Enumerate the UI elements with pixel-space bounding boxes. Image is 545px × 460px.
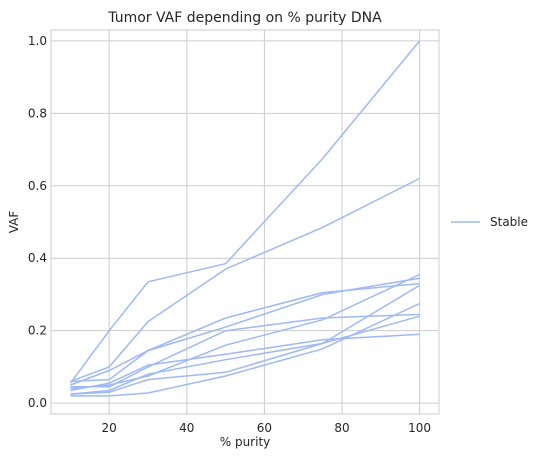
y-axis-title: VAF	[7, 211, 21, 234]
x-tick-label: 40	[179, 421, 194, 435]
series-line-10	[70, 302, 420, 397]
series-line-2	[70, 177, 420, 383]
grid	[51, 30, 439, 414]
y-tick-label: 0.2	[28, 324, 47, 338]
series-line-8	[70, 315, 420, 395]
series-line-9	[70, 284, 420, 395]
x-axis-title: % purity	[220, 435, 271, 449]
series-lines	[69, 40, 421, 397]
x-tick-label: 60	[257, 421, 272, 435]
y-tick-label: 0.4	[28, 251, 47, 265]
y-tick-label: 1.0	[28, 34, 47, 48]
x-tick-label: 100	[408, 421, 431, 435]
series-line-1	[69, 40, 421, 384]
series-line-4	[70, 277, 420, 386]
y-tick-label: 0.0	[28, 396, 47, 410]
legend: Stable	[451, 215, 528, 229]
legend-label-stable: Stable	[490, 215, 528, 229]
y-tick-label: 0.8	[28, 106, 47, 120]
series-line-5	[70, 313, 420, 388]
series-line-6	[70, 273, 420, 390]
x-tick-label: 20	[102, 421, 117, 435]
x-axis-ticks: 20 40 60 80 100	[102, 421, 431, 435]
y-axis-ticks: 0.0 0.2 0.4 0.6 0.8 1.0	[28, 34, 47, 410]
x-tick-label: 80	[334, 421, 349, 435]
chart-title: Tumor VAF depending on % purity DNA	[107, 10, 382, 26]
y-tick-label: 0.6	[28, 179, 47, 193]
plot-frame	[50, 29, 440, 415]
